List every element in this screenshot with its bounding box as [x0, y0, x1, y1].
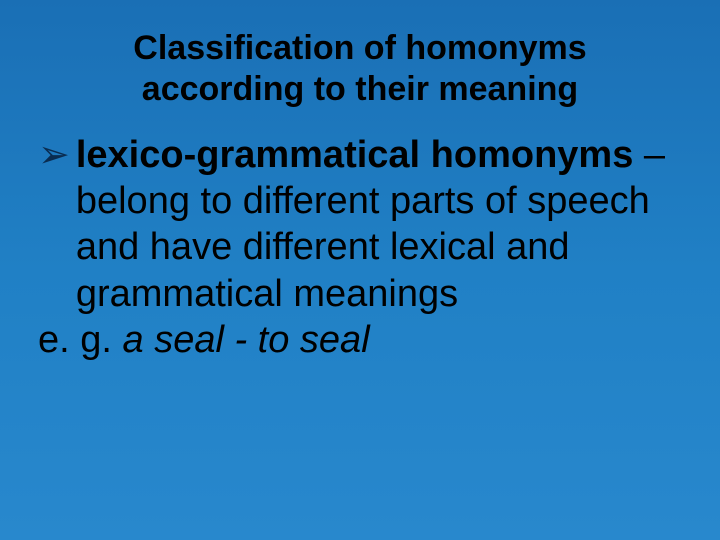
term: lexico-grammatical homonyms — [76, 134, 634, 176]
bullet-text: lexico-grammatical homonyms – belong to … — [76, 132, 672, 317]
title-line-1: Classification of homonyms — [133, 29, 586, 67]
eg-label: e. g. — [38, 319, 123, 361]
slide-title: Classification of homonyms according to … — [70, 28, 650, 110]
bullet-arrow-icon: ➢ — [38, 134, 70, 178]
slide-body: ➢ lexico-grammatical homonyms – belong t… — [38, 132, 672, 364]
title-line-2: according to their meaning — [142, 70, 578, 108]
example-text: a seal - to seal — [123, 319, 370, 361]
slide: Classification of homonyms according to … — [0, 0, 720, 540]
definition: belong to different parts of speech and … — [76, 180, 650, 315]
dash: – — [633, 134, 665, 176]
example-line: e. g. a seal - to seal — [38, 317, 672, 363]
bullet-item: ➢ lexico-grammatical homonyms – belong t… — [38, 132, 672, 317]
